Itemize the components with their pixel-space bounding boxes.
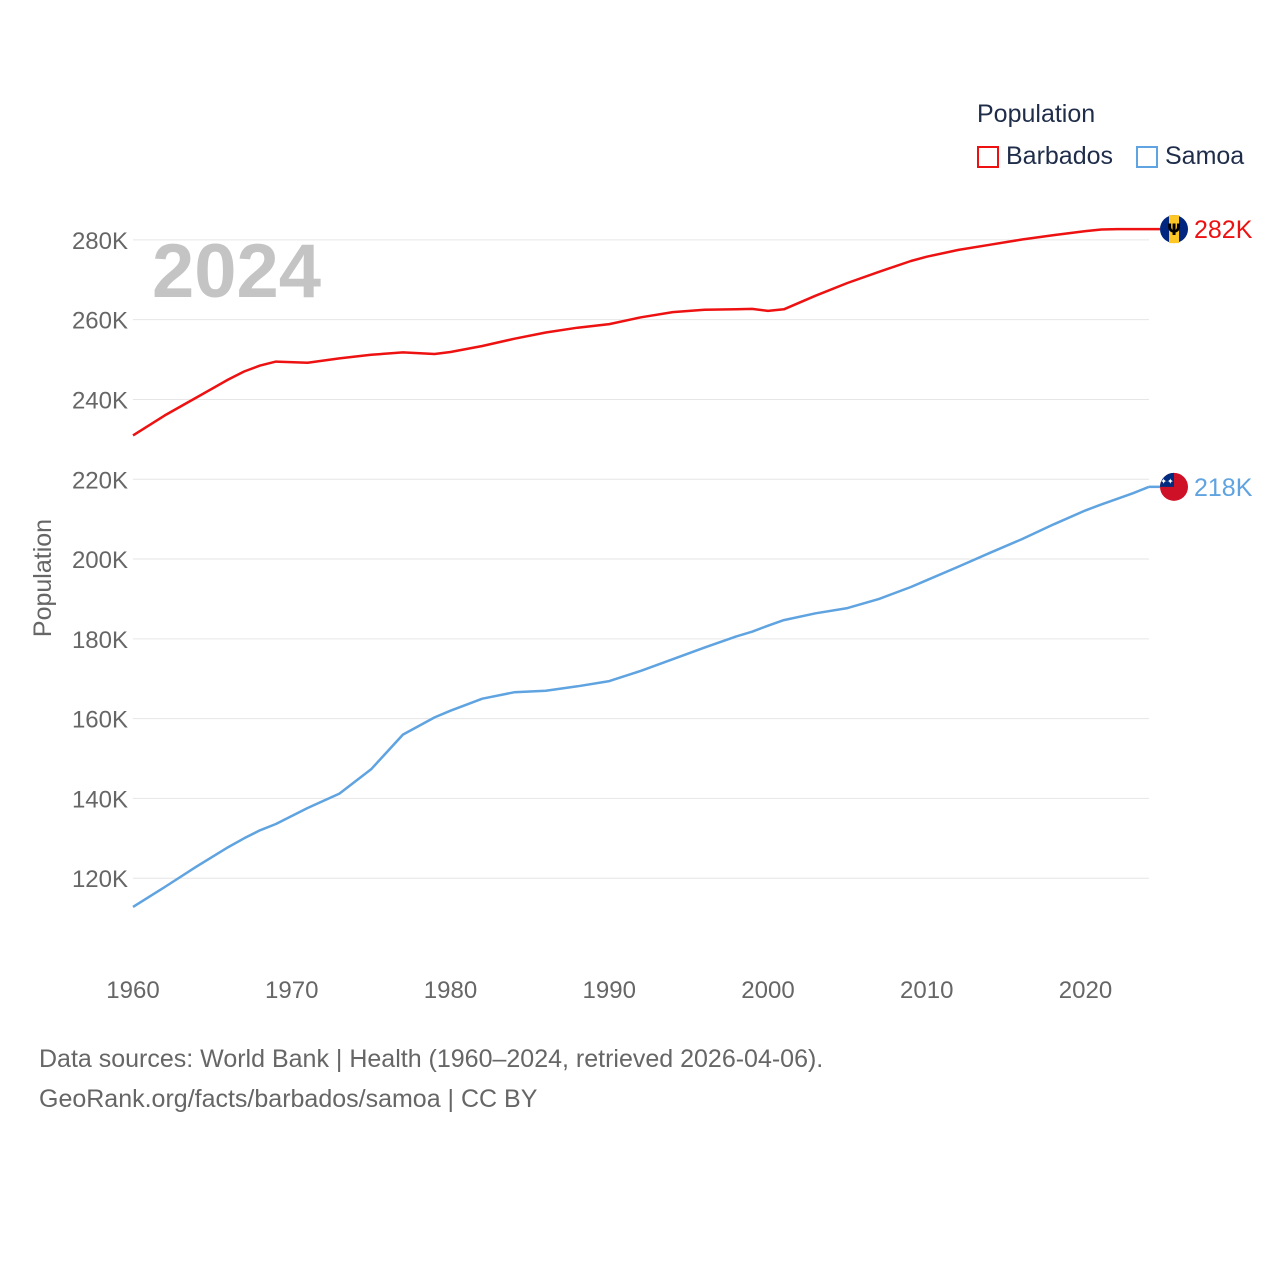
x-tick-label: 1980 <box>424 977 477 1004</box>
legend-label-barbados: Barbados <box>1006 142 1114 170</box>
samoa-stars-icon: ✦✦ <box>1160 477 1174 486</box>
barbados-flag-stripe <box>1169 215 1179 244</box>
y-axis-label: Population <box>29 519 57 637</box>
series-end-label-barbados: 282K <box>1194 216 1253 244</box>
legend-item-samoa[interactable]: Samoa <box>1136 142 1244 171</box>
series-line-samoa <box>132 485 1150 908</box>
legend-item-barbados[interactable]: Barbados <box>977 142 1113 171</box>
y-tick-label: 280K <box>72 228 128 255</box>
x-tick-label: 2010 <box>900 977 953 1004</box>
x-tick-label: 2000 <box>741 977 794 1004</box>
x-tick-label: 1990 <box>583 977 636 1004</box>
year-watermark: 2024 <box>152 229 322 314</box>
y-tick-label: 120K <box>72 866 128 893</box>
x-tick-label: 2020 <box>1059 977 1112 1004</box>
y-tick-label: 240K <box>72 387 128 414</box>
legend-title: Population <box>977 100 1096 128</box>
y-tick-label: 260K <box>72 308 128 335</box>
y-tick-label: 200K <box>72 547 128 574</box>
legend-swatch-samoa <box>1136 145 1158 168</box>
x-tick-label: 1960 <box>106 977 159 1004</box>
series-line-barbados <box>132 227 1149 437</box>
samoa-flag-canton <box>1160 472 1174 487</box>
y-tick-label: 180K <box>72 627 128 654</box>
barbados-trident-icon: Ψ <box>1167 220 1181 239</box>
legend-label-samoa: Samoa <box>1165 142 1245 170</box>
legend-swatch-barbados <box>977 145 999 168</box>
x-tick-label: 1970 <box>265 977 318 1004</box>
footer-attribution: GeoRank.org/facts/barbados/samoa | CC BY <box>39 1085 538 1113</box>
y-tick-label: 160K <box>72 707 128 734</box>
footer-source: Data sources: World Bank | Health (1960–… <box>39 1045 824 1073</box>
series-end-label-samoa: 218K <box>1194 474 1253 502</box>
y-tick-label: 220K <box>72 467 128 494</box>
y-tick-label: 140K <box>72 786 128 813</box>
